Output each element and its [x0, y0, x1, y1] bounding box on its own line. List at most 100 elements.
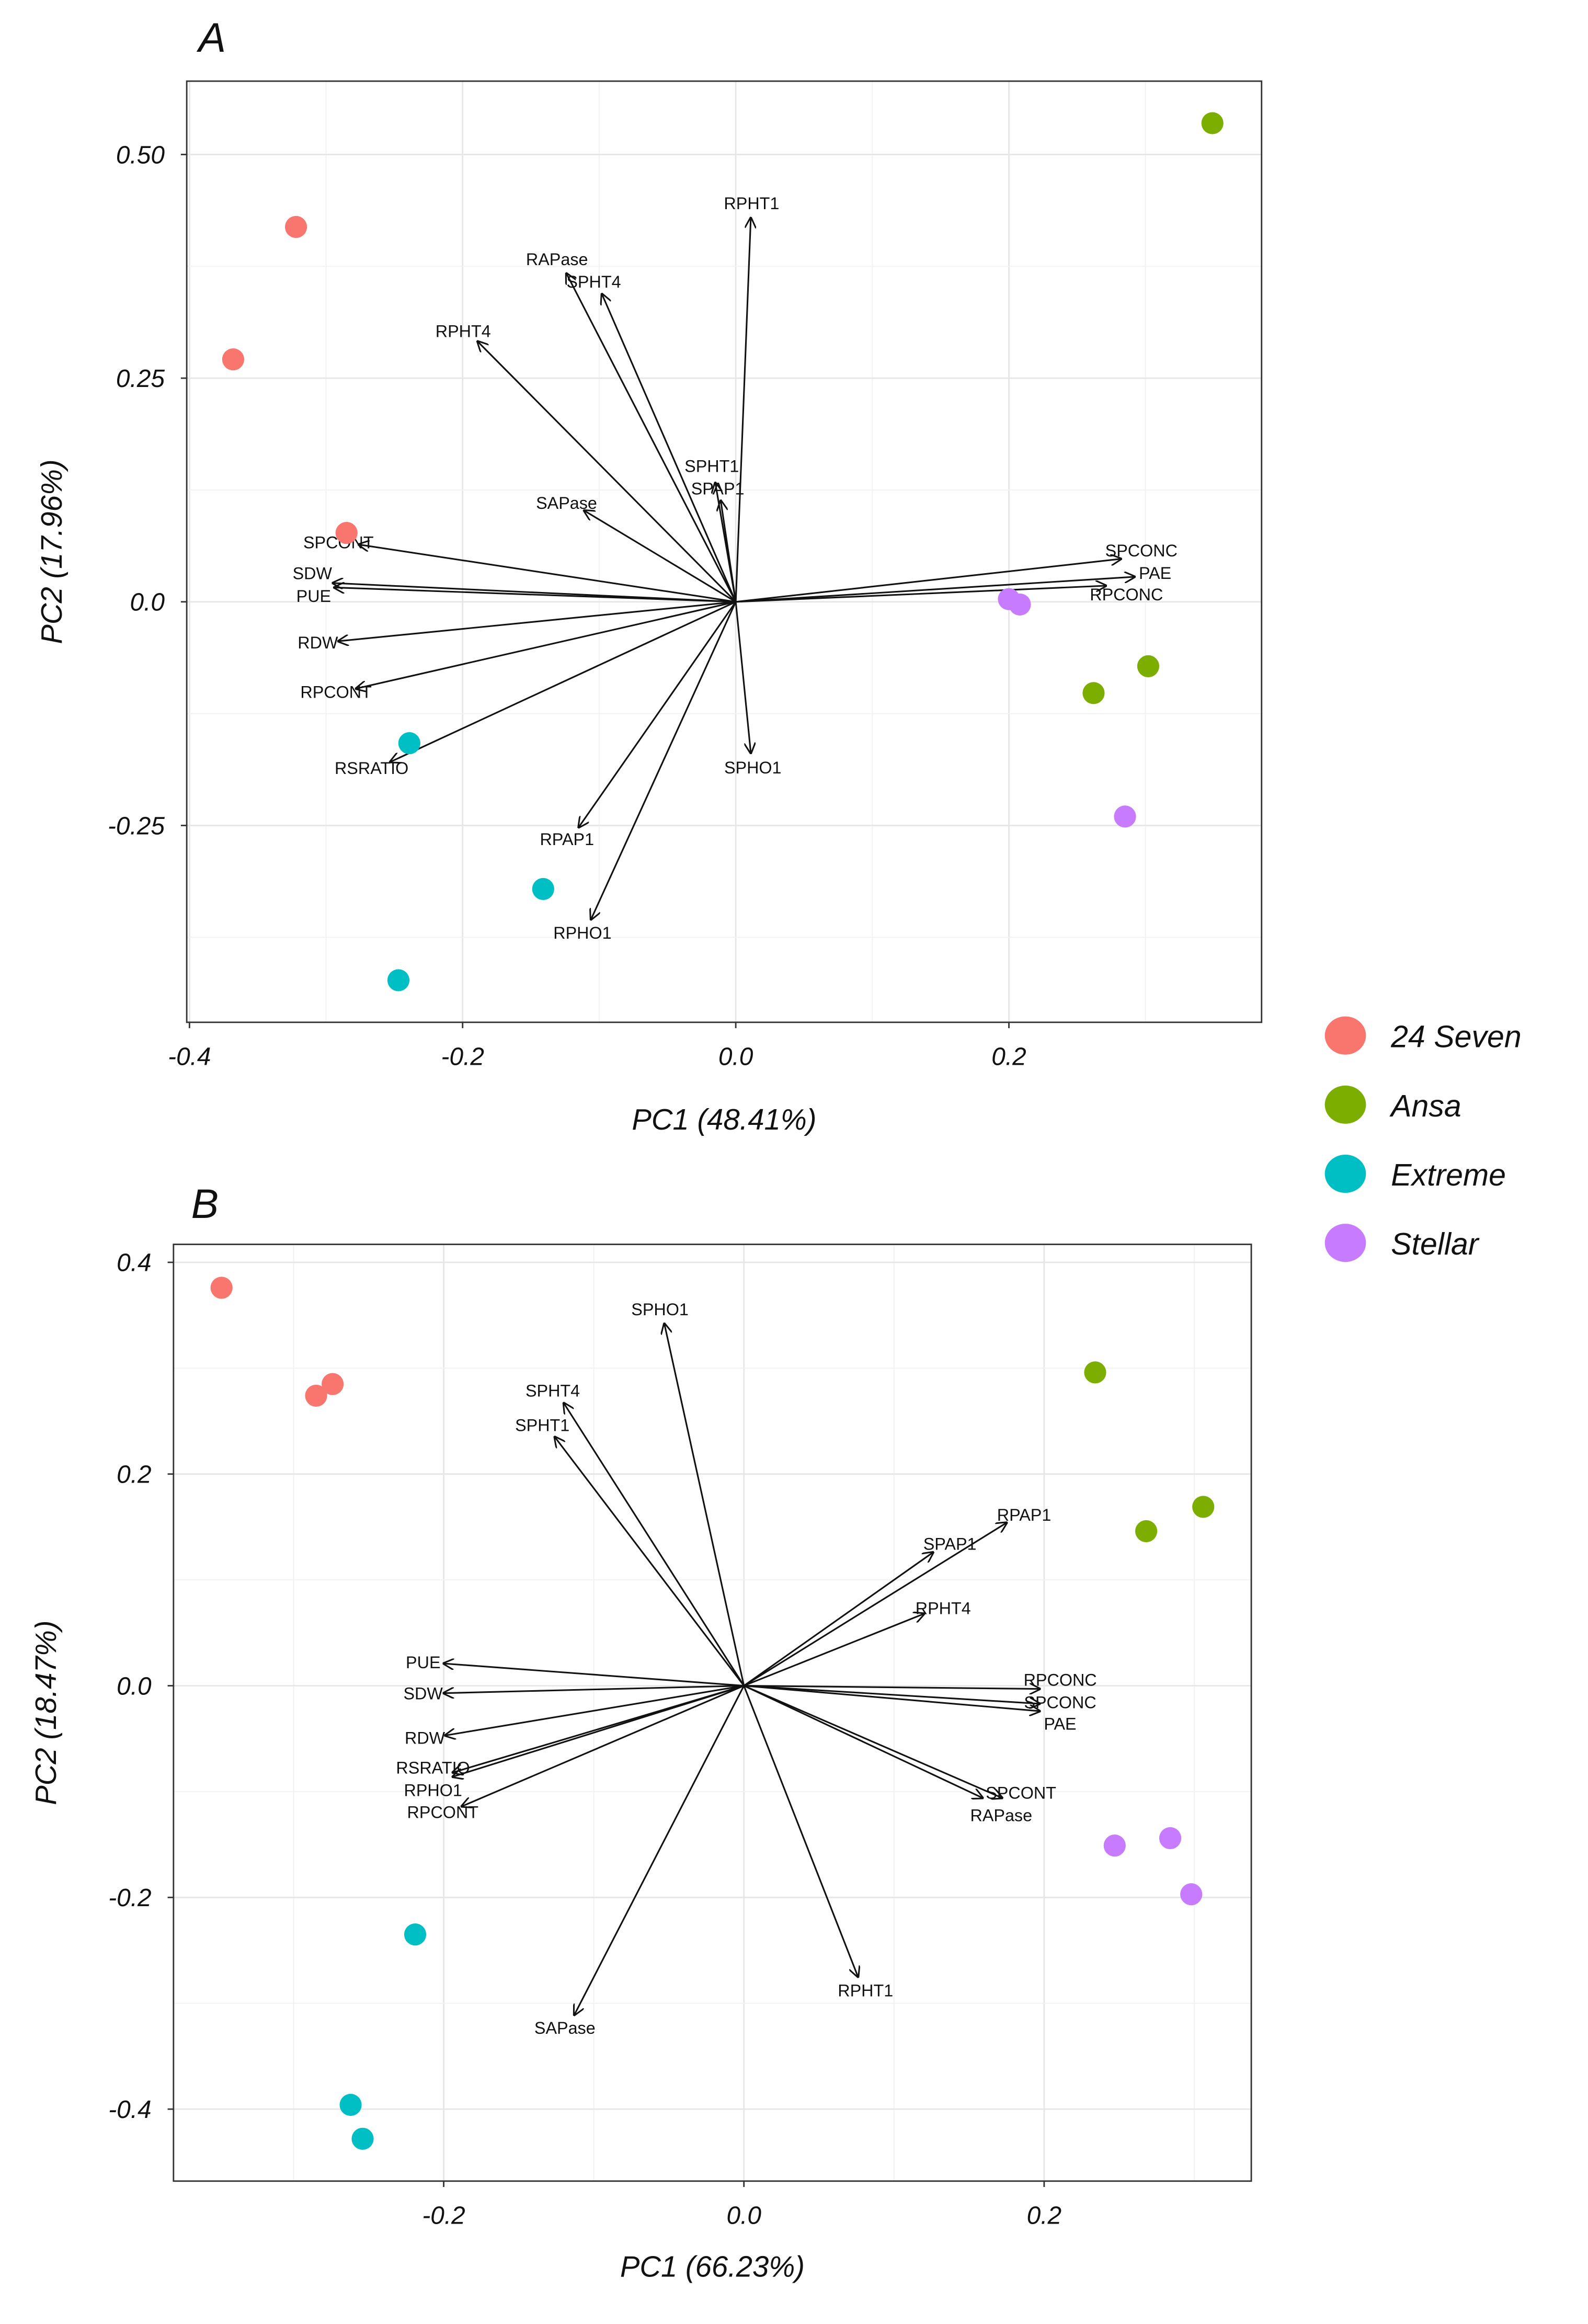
legend-key-extreme — [1324, 1154, 1366, 1193]
plot-background — [173, 1244, 1252, 2181]
point-stellar — [1159, 1827, 1182, 1850]
point-ansa — [1082, 682, 1105, 704]
legend-label: 24 Seven — [1390, 1020, 1522, 1054]
loading-label: SPHT1 — [515, 1416, 569, 1435]
x-tick-label: 0.2 — [991, 1043, 1026, 1070]
legend-key-stellar — [1324, 1224, 1366, 1262]
x-tick-label: 0.0 — [726, 2202, 761, 2229]
loading-arrow-rdw — [338, 601, 736, 641]
legend-key-ansa — [1324, 1085, 1366, 1124]
loading-arrow-spcont — [359, 544, 736, 603]
loading-label: RPHT4 — [916, 1599, 971, 1618]
loading-label: RSRATIO — [335, 759, 408, 778]
point-24-seven — [210, 1277, 233, 1299]
legend-label: Extreme — [1391, 1158, 1506, 1192]
point-24-seven — [335, 521, 358, 544]
loading-arrow-spconc — [744, 1684, 1040, 1703]
panel-label: A — [197, 15, 226, 61]
y-tick-label: 0.0 — [130, 589, 165, 617]
loading-label: SPHT4 — [566, 272, 621, 291]
legend: 24 Seven Ansa Extreme Stellar — [1324, 1016, 1522, 1262]
loading-label: PAE — [1139, 564, 1171, 583]
point-extreme — [532, 878, 554, 901]
loading-arrow-spap1 — [743, 1552, 933, 1687]
point-ansa — [1137, 655, 1160, 678]
point-extreme — [339, 2093, 362, 2116]
loading-label: RPCONC — [1090, 585, 1163, 604]
loading-label: SPCONC — [1024, 1693, 1096, 1712]
point-stellar — [1009, 593, 1031, 616]
loading-label: RDW — [405, 1728, 445, 1747]
loading-label: SPHO1 — [724, 758, 782, 777]
loading-arrow-rpconc — [744, 1685, 1040, 1689]
plot-border — [186, 80, 1263, 1023]
loading-arrow-pae — [736, 577, 1135, 603]
loading-arrow-spho1 — [735, 601, 751, 753]
loading-arrow-rpcont — [462, 1685, 745, 1806]
y-tick-label: -0.25 — [108, 812, 165, 840]
loading-arrow-sdw — [444, 1684, 744, 1693]
loading-label: SPAP1 — [923, 1535, 977, 1554]
point-24-seven — [322, 1373, 344, 1395]
point-24-seven — [284, 215, 307, 238]
loading-label: PUE — [296, 587, 331, 606]
loading-arrow-pue — [444, 1664, 744, 1687]
loading-label: RDW — [298, 633, 338, 652]
loading-label: PUE — [406, 1653, 440, 1672]
loading-label: RPHO1 — [553, 924, 611, 942]
x-tick-label: 0.0 — [718, 1043, 753, 1070]
loading-arrow-rpht1 — [743, 1685, 858, 1977]
loading-arrow-spconc — [735, 559, 1121, 603]
y-tick-label: -0.2 — [108, 1884, 151, 1912]
loading-label: RPCONT — [407, 1803, 479, 1822]
loading-arrow-rpap1 — [579, 601, 737, 827]
loading-label: RAPase — [526, 250, 588, 269]
y-tick-label: 0.50 — [116, 141, 165, 169]
loading-label: SPCONT — [986, 1783, 1056, 1802]
loading-label: PAE — [1044, 1714, 1076, 1733]
x-tick-label: 0.2 — [1027, 2202, 1061, 2229]
loading-label: RPCONT — [300, 682, 372, 701]
point-24-seven — [222, 348, 245, 371]
loading-label: RPHT4 — [436, 322, 491, 340]
point-ansa — [1201, 112, 1224, 134]
point-extreme — [351, 2127, 374, 2150]
loading-label: SDW — [293, 564, 333, 583]
x-axis-title: PC1 (66.23%) — [620, 2250, 805, 2283]
loading-arrow-rsratio — [390, 601, 736, 762]
point-stellar — [1103, 1835, 1126, 1857]
point-extreme — [387, 969, 410, 992]
y-tick-label: 0.0 — [117, 1672, 152, 1700]
y-tick-label: 0.25 — [116, 365, 165, 393]
y-axis-title: PC2 (17.96%) — [35, 459, 68, 644]
point-ansa — [1084, 1361, 1106, 1384]
loading-label: SDW — [403, 1684, 443, 1703]
loading-arrow-sapase — [584, 510, 736, 603]
y-tick-label: 0.2 — [117, 1461, 151, 1489]
point-stellar — [1180, 1883, 1203, 1906]
point-extreme — [404, 1923, 427, 1946]
loading-label: RPHO1 — [404, 1781, 462, 1799]
loading-arrow-rpht1 — [735, 218, 751, 602]
loading-arrow-rpht4 — [477, 341, 737, 602]
y-axis-title: PC2 (18.47%) — [29, 1621, 62, 1805]
loading-label: RPHT1 — [724, 194, 779, 213]
point-24-seven — [305, 1384, 327, 1407]
loading-arrow-rapase — [566, 274, 737, 602]
loading-arrow-rapase — [744, 1685, 982, 1798]
plot-background — [187, 81, 1262, 1022]
loading-arrow-pue — [334, 587, 736, 603]
point-ansa — [1192, 1496, 1215, 1518]
loading-label: SPHT4 — [525, 1382, 580, 1400]
loading-label: SPCONC — [1105, 541, 1178, 560]
panel-a: -0.4 -0.2 0.0 0.2 0.50 0.25 0.0 -0.25 PC1 (48.41… — [35, 15, 1263, 1136]
x-axis-title: PC1 (48.41%) — [632, 1103, 816, 1136]
loading-arrow-spho1 — [665, 1324, 745, 1686]
x-tick-label: -0.2 — [441, 1043, 484, 1070]
loading-arrow-sapase — [574, 1685, 745, 2014]
x-tick-label: -0.2 — [422, 2202, 465, 2229]
loading-label: RAPase — [970, 1806, 1032, 1825]
loading-arrow-rsratio — [453, 1685, 745, 1772]
legend-label: Ansa — [1389, 1089, 1461, 1123]
